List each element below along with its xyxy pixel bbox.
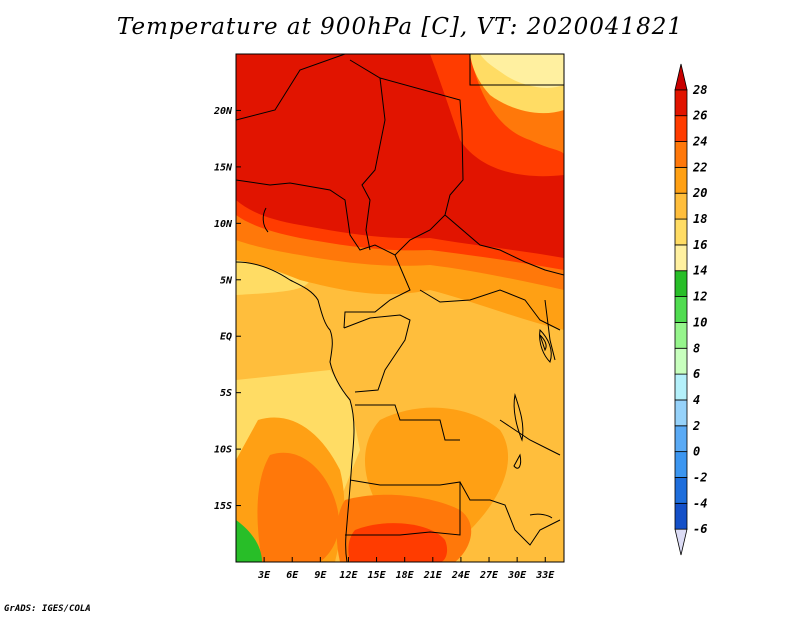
latitude-ticks: 20N 15N 10N 5N EQ 5S 10S 15S (213, 106, 241, 512)
lon-tick-label: 27E (479, 570, 499, 581)
colorbar-label: 8 (693, 341, 700, 355)
colorbar-label: 12 (693, 290, 707, 304)
country-borders (236, 54, 564, 562)
colorbar-swatch (674, 528, 688, 556)
colorbar-swatch (674, 477, 688, 504)
lat-tick-label: 15S (214, 501, 232, 512)
colorbar-label: -6 (693, 522, 707, 536)
lon-tick-label: 21E (423, 570, 443, 581)
colorbar-label: 4 (693, 393, 700, 407)
grads-credit: GrADS: IGES/COLA (4, 604, 91, 614)
colorbar-label: 18 (693, 212, 707, 226)
colorbar-swatch (674, 141, 688, 168)
colorbar-label: 26 (692, 109, 707, 123)
colorbar-swatch (674, 502, 688, 530)
lon-tick-label: 9E (314, 570, 327, 581)
colorbar-label: 0 (693, 445, 700, 459)
colorbar-swatch (674, 373, 688, 401)
lon-tick-label: 15E (368, 570, 387, 581)
band-14-16-southwest (236, 520, 262, 562)
lon-tick-label: 3E (257, 570, 271, 581)
band-above-28-north (236, 54, 564, 258)
lat-tick-label: EQ (220, 332, 232, 343)
colorbar-label: 10 (693, 315, 707, 329)
colorbar-swatch (674, 347, 688, 375)
colorbar-label: 20 (692, 186, 707, 200)
colorbar-swatch (674, 270, 688, 297)
lon-tick-label: 6E (286, 570, 299, 581)
colorbar-swatch (674, 451, 688, 478)
colorbar-swatch (674, 166, 688, 194)
map-title: Temperature at 900hPa [C], VT: 202004182… (116, 14, 684, 40)
colorbar-swatch (674, 89, 688, 117)
longitude-ticks: 3E 6E 9E 12E 15E 18E 21E 24E 27E 30E 33E (257, 557, 555, 581)
band-24-26-south (257, 452, 340, 562)
colorbar-swatch (674, 192, 688, 220)
lon-tick-label: 30E (507, 570, 527, 581)
lat-tick-label: 15N (214, 162, 233, 173)
colorbar-swatch (674, 244, 688, 272)
lat-tick-label: 10N (214, 219, 233, 230)
colorbar-label: 16 (693, 238, 707, 252)
colorbar-label: -2 (693, 470, 707, 484)
lakes (513, 328, 553, 519)
colorbar-label: 6 (693, 367, 700, 381)
colorbar-label: 14 (693, 264, 707, 278)
lat-tick-label: 20N (213, 106, 233, 117)
colorbar-label: 22 (692, 160, 707, 174)
lon-tick-label: 12E (339, 570, 358, 581)
lon-tick-label: 18E (396, 570, 415, 581)
lon-tick-label: 33E (535, 570, 555, 581)
colorbar-label: 28 (692, 83, 707, 97)
colorbar-swatch (674, 218, 688, 246)
colorbar-label: 24 (692, 135, 707, 149)
band-16-18-northeast (480, 54, 564, 88)
lat-tick-label: 5S (220, 388, 232, 399)
plot-frame (235, 53, 565, 563)
lat-tick-label: 10S (214, 445, 232, 456)
colorbar-swatch (674, 425, 688, 453)
colorbar-label: 2 (692, 419, 700, 433)
colorbar-swatch (674, 322, 688, 349)
temperature-field (236, 54, 564, 562)
lon-tick-label: 24E (451, 570, 471, 581)
colorbar-swatch (674, 399, 688, 427)
colorbar-label: -4 (693, 496, 707, 510)
colorbar-swatch (674, 296, 688, 323)
colorbar-swatch (674, 63, 688, 91)
lat-tick-label: 5N (220, 275, 233, 286)
colorbar-swatch (674, 115, 688, 142)
